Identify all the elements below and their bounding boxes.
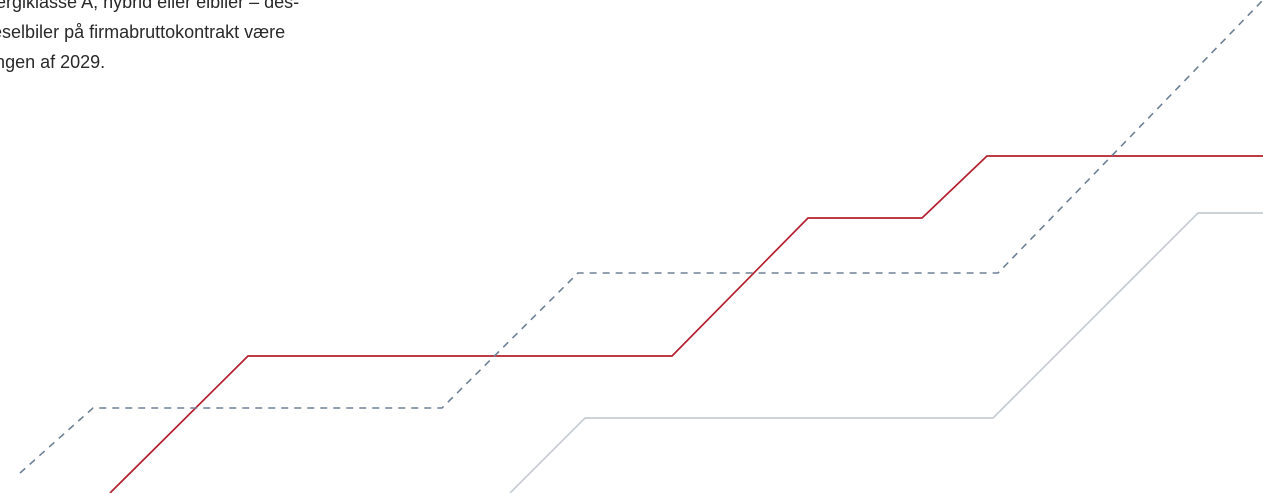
intro-line-2: nzin/dieselbiler på firmabruttokontrakt … (0, 22, 286, 42)
series-line-1 (109, 155, 1263, 493)
intro-paragraph: rum energiklasse A, hybrid eller elbiler… (0, 0, 460, 77)
series-line-3 (509, 212, 1263, 493)
intro-line-3: d udgangen af 2029. (0, 52, 106, 72)
series-line-2 (19, 0, 1263, 474)
intro-line-1: rum energiklasse A, hybrid eller elbiler… (0, 0, 300, 12)
